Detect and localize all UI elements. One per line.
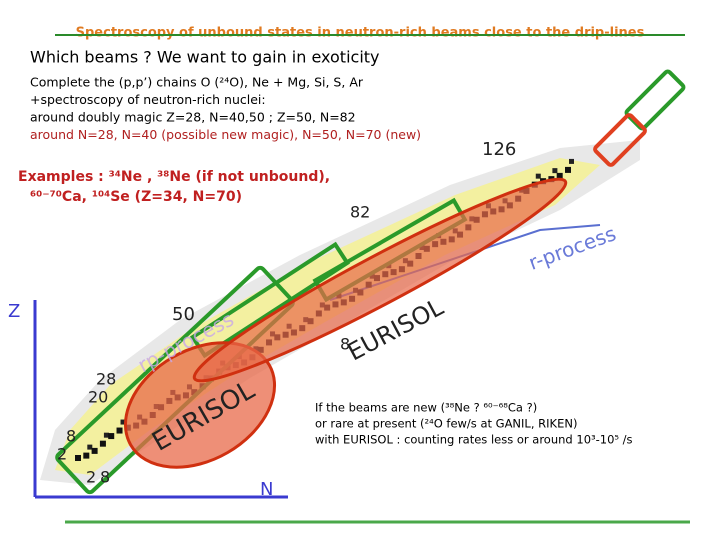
stable-nucleus: [120, 419, 126, 425]
stable-nucleus: [99, 440, 106, 447]
slide-title: Spectroscopy of unbound states in neutro…: [76, 26, 645, 41]
stable-nucleus: [569, 158, 574, 164]
note-line: If the beams are new (³⁸Ne ? ⁶⁰⁻⁶⁸Ca ?): [315, 401, 537, 415]
magic-number: 50: [172, 304, 195, 325]
magic-number: 8: [100, 468, 110, 487]
note-line: with EURISOL : counting rates less or ar…: [315, 433, 633, 447]
stable-nucleus: [552, 168, 558, 174]
stable-nucleus: [565, 166, 571, 173]
eurisol-region: [123, 341, 277, 469]
stable-nucleus: [91, 447, 98, 454]
magic-number: 2: [86, 468, 96, 487]
intro-line: +spectroscopy of neutron-rich nuclei:: [30, 92, 266, 107]
magic-number: 2: [57, 445, 67, 464]
axis-label: N: [260, 479, 273, 500]
stable-nucleus: [108, 433, 115, 440]
example-line: ⁶⁰⁻⁷⁰Ca, ¹⁰⁴Se (Z=34, N=70): [30, 189, 242, 205]
magic-number: 126: [482, 139, 516, 160]
axis-label: Z: [8, 301, 20, 322]
example-line: Examples : ³⁴Ne , ³⁸Ne (if not unbound),: [18, 169, 330, 185]
magic-number: 8: [340, 335, 350, 354]
intro-line: around N=28, N=40 (possible new magic), …: [30, 127, 421, 142]
magic-number: 8: [66, 427, 76, 446]
stable-nucleus: [103, 432, 109, 438]
magic-number: 82: [350, 203, 370, 222]
stable-nucleus: [83, 452, 90, 459]
magic-number: 20: [88, 388, 108, 407]
stable-nucleus: [535, 173, 541, 179]
highlights: [55, 69, 686, 495]
stable-nucleus: [116, 427, 123, 434]
stable-nucleus: [75, 455, 81, 461]
intro-line: around doubly magic Z=28, N=40,50 ; Z=50…: [30, 110, 356, 125]
intro-line: Complete the (p,p’) chains O (²⁴O), Ne +…: [30, 75, 364, 90]
red-box: [593, 113, 647, 167]
note-line: or rare at present (²⁴O few/s at GANIL, …: [315, 417, 577, 431]
eurisol-region: [192, 177, 568, 383]
subtitle: Which beams ? We want to gain in exotici…: [30, 48, 380, 67]
stable-nucleus: [556, 172, 563, 179]
stable-nucleus: [87, 444, 93, 450]
magic-number: 28: [96, 370, 116, 389]
